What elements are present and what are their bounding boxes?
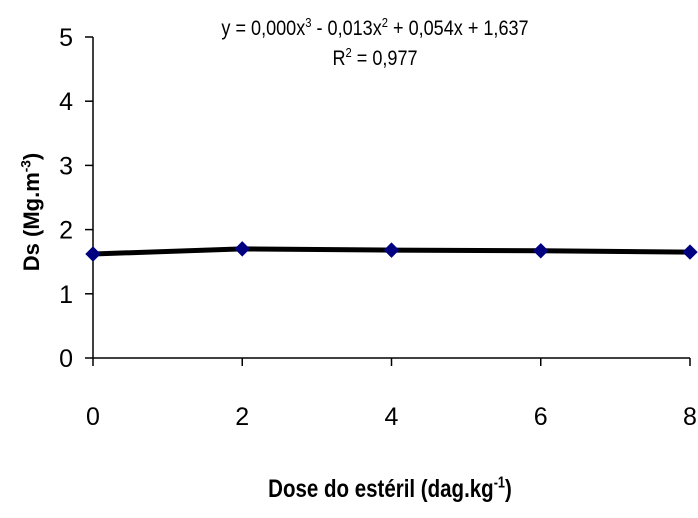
y-tick-label-3: 3 — [59, 152, 73, 180]
data-point — [86, 247, 100, 261]
y-tick-label-4: 4 — [59, 88, 73, 116]
data-point — [385, 243, 399, 257]
y-tick-label-1: 1 — [59, 281, 73, 309]
data-point — [534, 244, 548, 258]
y-tick-label-5: 5 — [59, 24, 73, 52]
x-axis-title: Dose do estéril (dag.kg-1) — [169, 475, 612, 504]
y-tick-label-2: 2 — [59, 217, 73, 245]
trendline-equation: y = 0,000x3 - 0,013x2 + 0,054x + 1,637 — [156, 17, 595, 41]
x-tick-label-0: 0 — [86, 403, 100, 431]
data-point — [235, 242, 249, 256]
x-tick-label-4: 4 — [385, 403, 399, 431]
x-tick-label-6: 6 — [534, 403, 548, 431]
x-tick-label-8: 8 — [683, 403, 697, 431]
r-squared-label: R2 = 0,977 — [156, 47, 595, 71]
y-tick-label-0: 0 — [59, 345, 73, 373]
data-point — [683, 245, 697, 259]
x-tick-label-2: 2 — [235, 403, 249, 431]
